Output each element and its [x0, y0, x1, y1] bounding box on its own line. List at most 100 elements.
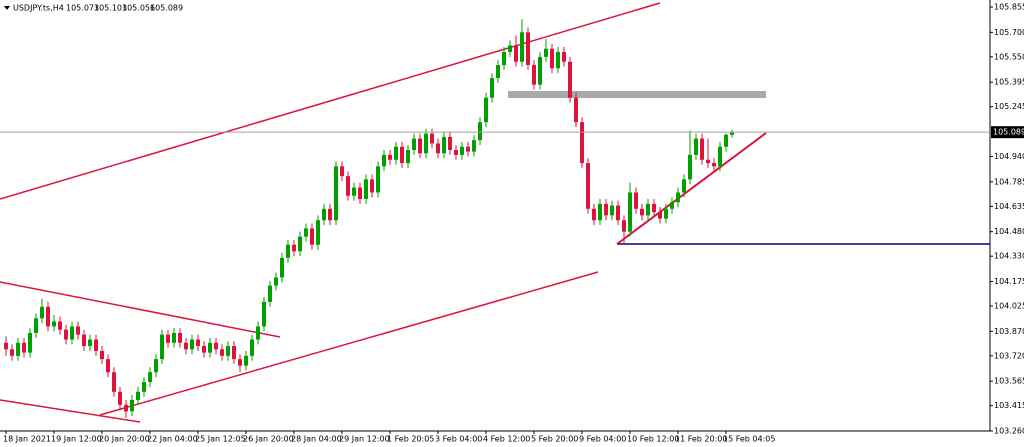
- candle-body: [598, 203, 602, 221]
- candle-body: [388, 154, 392, 160]
- candle-body: [586, 163, 590, 209]
- candle-body: [454, 149, 458, 155]
- candle-body: [28, 332, 32, 353]
- y-tick-label: 104.785: [994, 177, 1024, 186]
- candle-body: [250, 339, 254, 356]
- candle-body: [280, 257, 284, 278]
- candle-body: [310, 228, 314, 245]
- x-tick-label: 9 Feb 04:00: [579, 435, 626, 444]
- candle-body: [406, 149, 410, 164]
- candle-body: [208, 342, 212, 353]
- x-tick-label: 26 Jan 20:00: [243, 435, 294, 444]
- channel-lower-line: [99, 271, 599, 416]
- drawn-objects: [0, 2, 990, 423]
- candle-body: [274, 277, 278, 286]
- candle-body: [184, 342, 188, 350]
- x-tick-label: 29 Jan 12:00: [339, 435, 390, 444]
- candle-body: [202, 346, 206, 353]
- candle-body: [430, 133, 434, 144]
- candle-body: [130, 399, 134, 412]
- candle-body: [700, 138, 704, 160]
- x-tick-label: 4 Feb 12:00: [483, 435, 530, 444]
- candle-body: [622, 220, 626, 232]
- candle-body: [418, 138, 422, 154]
- candle-body: [472, 140, 476, 152]
- y-tick-label: 103.260: [994, 427, 1024, 436]
- candle-body: [646, 203, 650, 216]
- candle-body: [334, 166, 338, 221]
- candle-body: [4, 342, 8, 350]
- candle-body: [94, 339, 98, 351]
- candle-body: [514, 45, 518, 62]
- candle-body: [580, 122, 584, 164]
- y-tick-label: 105.395: [994, 78, 1024, 87]
- candle-body: [358, 187, 362, 199]
- candle-body: [490, 78, 494, 98]
- candle-body: [550, 48, 554, 69]
- candle-body: [82, 334, 86, 347]
- rising-trend-line: [616, 132, 767, 245]
- candle-body: [670, 202, 674, 209]
- down-channel-lower-line: [0, 399, 141, 423]
- candle-body: [508, 45, 512, 52]
- candle-body: [628, 192, 632, 232]
- candle-body: [16, 342, 20, 356]
- candle-body: [346, 176, 350, 196]
- header-open: 105.073: [66, 4, 99, 13]
- candle-body: [448, 136, 452, 150]
- candle-body: [148, 372, 152, 382]
- x-tick-label: 3 Feb 04:00: [435, 435, 482, 444]
- candle-body: [496, 65, 500, 79]
- candle-body: [136, 391, 140, 400]
- candle-body: [376, 166, 380, 193]
- channel-upper-line: [0, 2, 661, 200]
- candle-body: [244, 355, 248, 366]
- candle-body: [64, 329, 68, 340]
- candle-body: [604, 203, 608, 216]
- y-tick-label: 103.720: [994, 351, 1024, 360]
- y-tick-label: 105.245: [994, 102, 1024, 111]
- y-tick-label: 104.330: [994, 252, 1024, 261]
- candle-body: [328, 208, 332, 221]
- candle-body: [256, 326, 260, 340]
- candle-body: [352, 187, 356, 196]
- candle-body: [640, 208, 644, 216]
- x-tick-label: 15 Feb 04:05: [723, 435, 775, 444]
- resistance-zone: [508, 91, 766, 98]
- candle-body: [52, 321, 56, 327]
- candle-body: [160, 334, 164, 360]
- down-channel-upper-line: [0, 281, 281, 338]
- candle-body: [574, 97, 578, 123]
- y-tick-label: 103.565: [994, 377, 1024, 386]
- x-tick-label: 28 Jan 04:00: [291, 435, 342, 444]
- candle-body: [88, 339, 92, 347]
- candle-body: [412, 138, 416, 150]
- candle-body: [394, 146, 398, 160]
- candle-body: [400, 146, 404, 164]
- candle-body: [298, 236, 302, 252]
- y-tick-label: 105.855: [994, 3, 1024, 12]
- candles: [4, 19, 734, 418]
- menu-arrow[interactable]: [4, 6, 10, 10]
- candle-body: [562, 51, 566, 62]
- candle-body: [340, 166, 344, 177]
- candle-body: [46, 306, 50, 327]
- candle-body: [436, 143, 440, 154]
- candle-body: [220, 349, 224, 356]
- candle-body: [118, 391, 122, 405]
- candle-body: [70, 326, 74, 340]
- x-tick-label: 25 Jan 12:05: [195, 435, 246, 444]
- candle-body: [172, 332, 176, 343]
- candle-body: [502, 51, 506, 66]
- candle-body: [688, 154, 692, 180]
- candle-body: [364, 179, 368, 199]
- candle-body: [730, 132, 734, 135]
- candle-body: [484, 97, 488, 123]
- candle-body: [190, 339, 194, 350]
- candle-body: [424, 133, 428, 154]
- x-tick-label: 22 Jan 04:00: [147, 435, 198, 444]
- y-tick-label: 103.870: [994, 327, 1024, 336]
- candle-body: [610, 205, 614, 216]
